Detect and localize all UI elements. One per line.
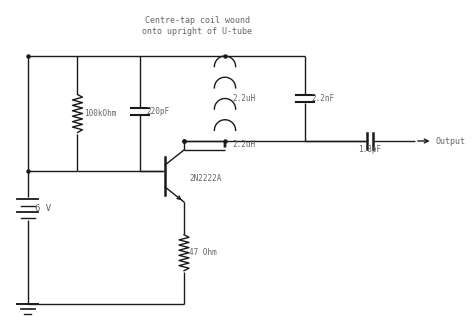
- Text: 6 V: 6 V: [35, 204, 51, 213]
- Text: 2.2uH: 2.2uH: [232, 94, 255, 103]
- Text: Centre-tap coil wound
onto upright of U-tube: Centre-tap coil wound onto upright of U-…: [143, 16, 253, 36]
- Text: 2.2uH: 2.2uH: [232, 140, 255, 149]
- Text: 2.2nF: 2.2nF: [311, 94, 334, 103]
- Text: Output: Output: [435, 136, 465, 146]
- Text: 2N2222A: 2N2222A: [189, 174, 221, 183]
- Text: 1.8pF: 1.8pF: [358, 145, 382, 154]
- Text: 100kOhm: 100kOhm: [84, 109, 117, 118]
- Text: 220pF: 220pF: [146, 107, 169, 116]
- Text: 47 Ohm: 47 Ohm: [189, 248, 217, 257]
